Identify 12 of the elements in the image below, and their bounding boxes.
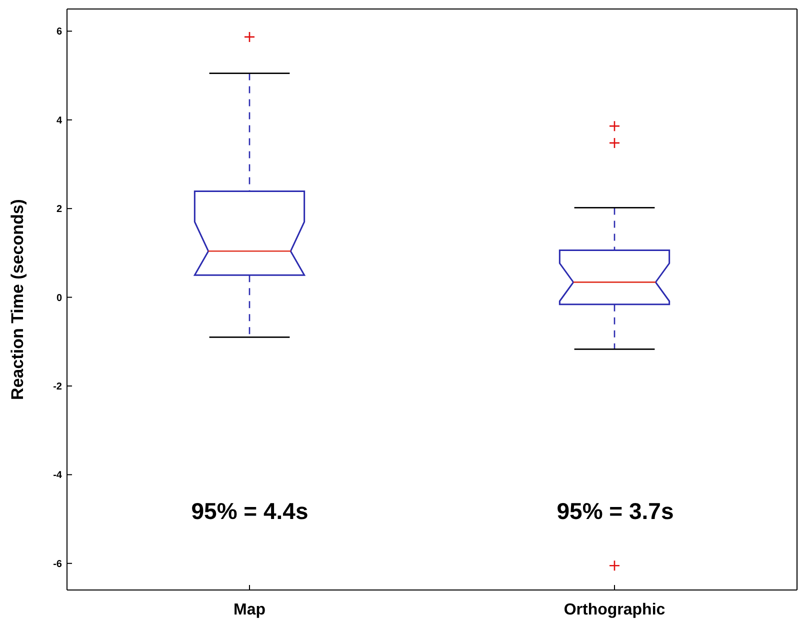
y-tick-label: -2 bbox=[53, 382, 62, 393]
y-axis-title: Reaction Time (seconds) bbox=[8, 199, 28, 400]
y-tick-label: 2 bbox=[56, 204, 62, 216]
y-tick-label: -4 bbox=[53, 470, 62, 482]
y-tick-label: 6 bbox=[56, 26, 62, 38]
x-tick-label: Map bbox=[234, 601, 266, 618]
y-tick-label: 4 bbox=[56, 115, 62, 126]
annotation: 95% = 3.7s bbox=[556, 498, 675, 525]
y-tick-label: -6 bbox=[53, 558, 62, 570]
annotation: 95% = 4.4s bbox=[190, 498, 310, 525]
x-tick-label: Orthographic bbox=[564, 601, 666, 618]
y-tick-label: 0 bbox=[56, 292, 62, 304]
